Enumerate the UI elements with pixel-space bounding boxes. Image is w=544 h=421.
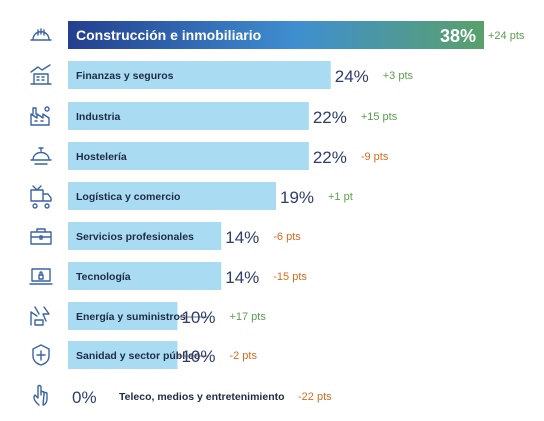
hand-pointer-icon-part [33, 384, 48, 406]
bar-row: Servicios profesionales 14% -6 pts [68, 222, 301, 250]
category-label: Industria [76, 111, 120, 123]
value-label: 24% [335, 67, 369, 86]
bar-row: Tecnología 14% -15 pts [68, 262, 307, 290]
bar [68, 61, 331, 89]
factory-icon [30, 106, 50, 126]
change-label: -6 pts [273, 231, 301, 243]
change-label: +17 pts [229, 311, 266, 323]
bar [68, 102, 309, 130]
category-label: Energía y suministros [76, 311, 186, 323]
bar-row: Hostelería 22% -9 pts [68, 142, 389, 170]
briefcase-icon-part [30, 228, 52, 245]
category-label: Teleco, medios y entretenimiento [119, 391, 285, 403]
energy-icon-part [30, 306, 50, 326]
shield-cross-icon-part [32, 344, 50, 366]
delivery-truck-icon-part [30, 185, 52, 209]
value-label: 38% [440, 26, 476, 46]
factory-icon-part [30, 106, 50, 126]
value-label: 19% [280, 188, 314, 207]
change-label: -2 pts [229, 350, 257, 362]
hard-hat-icon [30, 28, 52, 41]
change-label: +24 pts [488, 30, 525, 42]
change-label: -15 pts [273, 271, 307, 283]
category-label: Hostelería [76, 151, 127, 163]
hand-pointer-icon [33, 384, 48, 406]
briefcase-icon [30, 228, 52, 245]
value-label: 14% [225, 228, 259, 247]
shield-cross-icon [32, 344, 50, 366]
change-label: -9 pts [361, 151, 389, 163]
energy-icon [30, 306, 50, 326]
bar [68, 302, 178, 330]
delivery-truck-icon [30, 185, 52, 209]
value-label: 14% [225, 268, 259, 287]
value-label: 10% [181, 347, 215, 366]
bar-row: Logística y comercio 19% +1 pt [68, 182, 353, 210]
bar [68, 341, 178, 369]
laptop-lock-icon-part [29, 268, 53, 285]
building-chart-icon [30, 64, 52, 85]
category-label: Tecnología [76, 271, 131, 283]
cloche-icon [30, 147, 52, 165]
change-label: +15 pts [361, 111, 398, 123]
value-label: 22% [313, 148, 347, 167]
bar-row: Industria 22% +15 pts [68, 102, 398, 130]
bar-row: 0% Teleco, medios y entretenimiento -22 pt… [72, 388, 332, 407]
building-chart-icon-part [30, 64, 52, 85]
change-label: +3 pts [383, 70, 414, 82]
category-label: Finanzas y seguros [76, 70, 174, 82]
value-label: 22% [313, 108, 347, 127]
category-label: Servicios profesionales [76, 231, 194, 243]
bar [68, 222, 222, 250]
bar-highlight [68, 21, 484, 49]
value-label: 10% [181, 308, 215, 327]
cloche-icon-part [30, 147, 52, 165]
laptop-lock-icon [29, 268, 53, 285]
bar-row: Construcción e inmobiliario 38% +24 pts [68, 21, 525, 49]
hard-hat-icon-part [30, 28, 52, 41]
bar [68, 142, 309, 170]
category-label: Sanidad y sector público [76, 350, 200, 362]
bar [68, 182, 276, 210]
value-label: 0% [72, 388, 97, 407]
category-label: Logística y comercio [76, 191, 180, 203]
category-label: Construcción e inmobiliario [76, 27, 261, 43]
bar [68, 262, 222, 290]
change-label: +1 pt [328, 191, 353, 203]
change-label: -22 pts [298, 391, 332, 403]
bar-row: Finanzas y seguros 24% +3 pts [68, 61, 414, 89]
